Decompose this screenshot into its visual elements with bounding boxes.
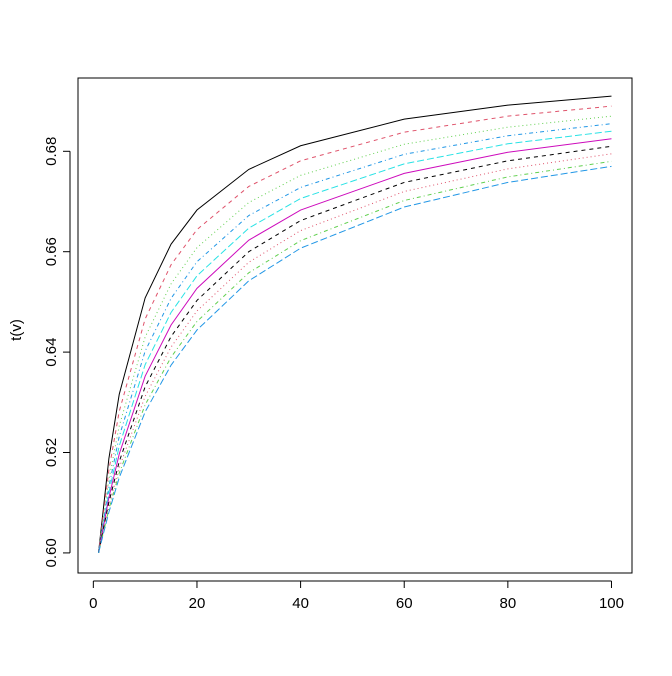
series-line xyxy=(98,160,612,554)
y-axis-label: t(v) xyxy=(8,319,25,341)
series-line xyxy=(98,138,612,554)
y-tick-label: 0.60 xyxy=(43,538,60,567)
series-line xyxy=(98,123,612,553)
series-line xyxy=(98,115,612,553)
y-tick-label: 0.66 xyxy=(43,237,60,266)
x-tick-label: 80 xyxy=(500,595,517,612)
x-tick-label: 0 xyxy=(89,595,97,612)
series-line xyxy=(98,145,612,554)
series-line xyxy=(98,130,612,554)
y-tick-label: 0.68 xyxy=(43,137,60,166)
x-tick-label: 100 xyxy=(599,595,624,612)
series-line xyxy=(98,165,612,554)
y-tick-label: 0.62 xyxy=(43,438,60,467)
series-line xyxy=(98,95,612,553)
y-tick-label: 0.64 xyxy=(43,338,60,367)
x-tick-label: 20 xyxy=(189,595,206,612)
x-tick-label: 40 xyxy=(292,595,309,612)
series-line xyxy=(98,105,612,553)
plot-frame xyxy=(77,77,633,574)
x-tick-label: 60 xyxy=(396,595,413,612)
